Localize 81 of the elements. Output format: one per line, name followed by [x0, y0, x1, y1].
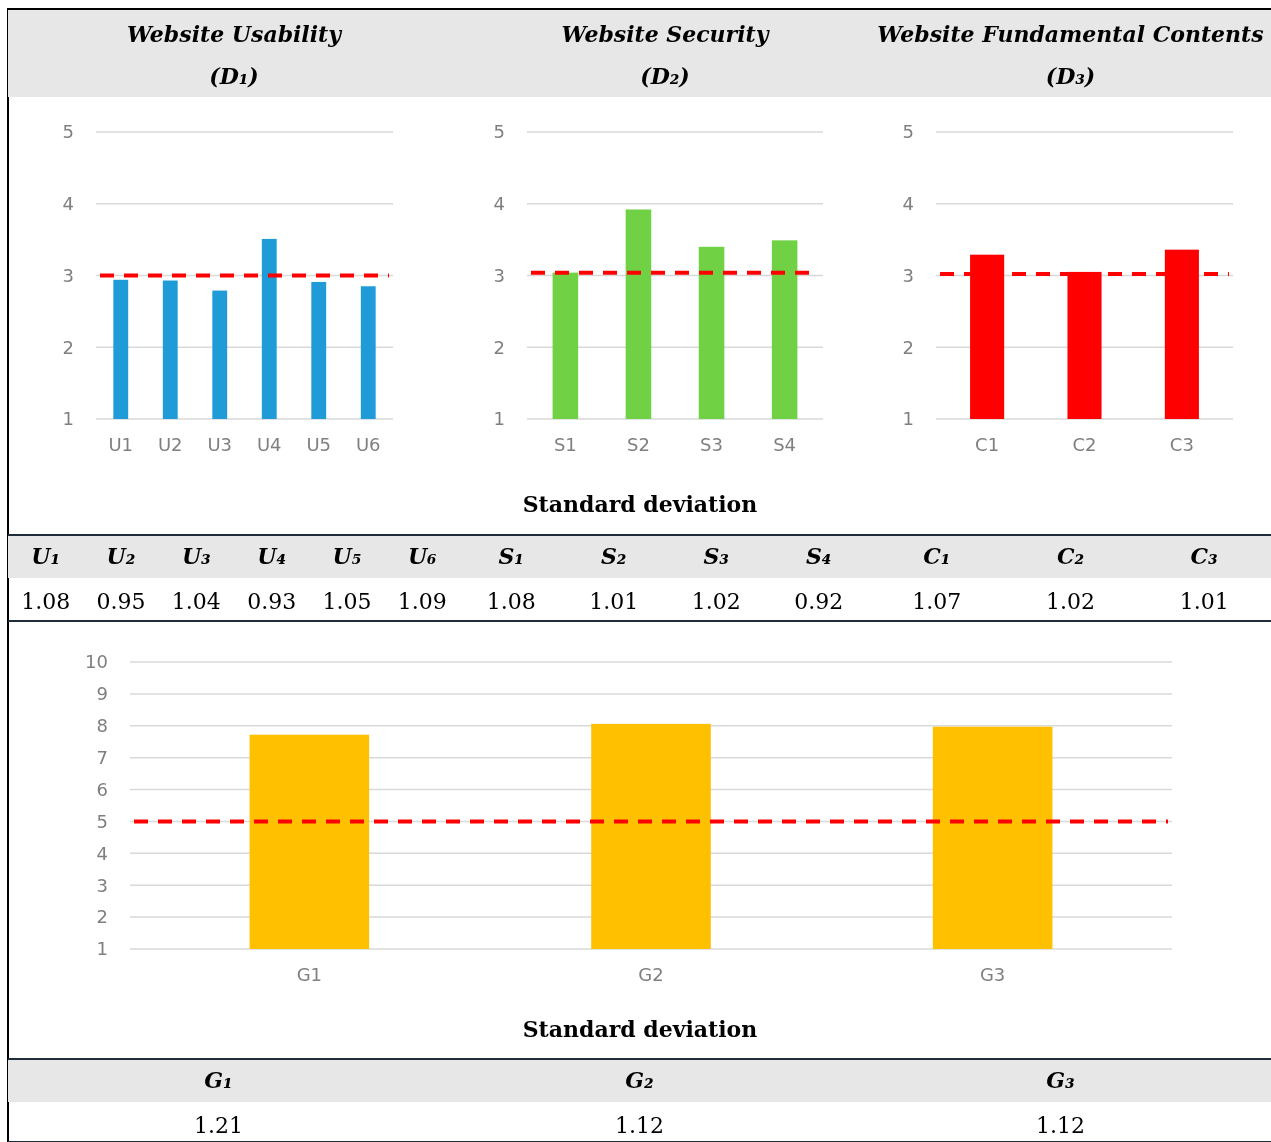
x-tick-label: G2: [638, 964, 664, 985]
data-label: 1.01: [1179, 588, 1229, 614]
data-label: 0.93: [247, 588, 297, 614]
chart-title: Website Usability: [126, 21, 344, 47]
y-tick-label: 3: [902, 264, 914, 286]
y-tick-label: 2: [902, 336, 914, 358]
x-tick-label: C3: [1169, 434, 1194, 455]
category-label: S₁: [498, 543, 525, 570]
category-label: G₁: [204, 1067, 233, 1094]
data-label: 1.07: [912, 588, 962, 614]
x-tick-label: U3: [207, 434, 233, 455]
category-label: U₅: [332, 543, 362, 570]
category-label: U₂: [106, 543, 136, 570]
data-label: 1.21: [194, 1112, 243, 1138]
x-tick-label: S2: [627, 434, 650, 455]
y-tick-label: 10: [85, 651, 108, 673]
x-tick-label: U6: [355, 434, 381, 455]
y-tick-label: 2: [493, 336, 505, 358]
y-tick-label: 4: [62, 193, 74, 215]
chart-title: Website Security: [561, 21, 771, 47]
x-tick-label: C1: [975, 434, 1000, 455]
y-tick-label: 9: [96, 683, 108, 705]
x-tick-label: G3: [979, 964, 1006, 985]
category-label: C₂: [1056, 543, 1085, 570]
data-label: 1.02: [691, 588, 741, 614]
data-label: 0.95: [96, 588, 146, 614]
y-tick-label: 1: [902, 408, 914, 430]
data-label: 1.08: [486, 588, 536, 614]
y-tick-label: 3: [493, 264, 505, 286]
y-tick-label: 5: [96, 810, 108, 832]
x-tick-label: S1: [553, 434, 577, 455]
x-tick-label: C2: [1072, 434, 1097, 455]
category-label: G₃: [1046, 1067, 1076, 1094]
x-tick-label: S4: [773, 434, 797, 455]
category-label: U₆: [407, 543, 437, 570]
y-tick-label: 4: [96, 842, 108, 864]
chart-title: Website Fundamental Contents: [877, 21, 1264, 47]
data-label: 1.12: [1036, 1112, 1085, 1138]
data-label: 1.09: [397, 588, 447, 614]
y-tick-label: 1: [62, 408, 74, 430]
data-label: 1.05: [322, 588, 372, 614]
y-tick-label: 1: [493, 408, 505, 430]
category-label: U₁: [31, 543, 61, 570]
data-label: 0.92: [794, 588, 844, 614]
data-label: 1.12: [615, 1112, 664, 1138]
y-tick-label: 5: [62, 121, 74, 143]
data-label: 1.08: [21, 588, 71, 614]
chart-subtitle: (D₃): [1045, 63, 1096, 89]
data-label: 1.01: [589, 588, 639, 614]
y-tick-label: 3: [96, 874, 108, 896]
x-tick-label: U2: [157, 434, 183, 455]
x-tick-label: U4: [256, 434, 282, 455]
y-tick-label: 3: [62, 264, 74, 286]
y-tick-label: 7: [96, 746, 108, 768]
y-tick-label: 5: [493, 121, 505, 143]
text: Standard deviation: [522, 491, 758, 517]
text: Standard deviation: [522, 1016, 758, 1042]
category-label: S₂: [600, 543, 627, 570]
x-tick-label: U1: [108, 434, 134, 455]
x-tick-label: U5: [306, 434, 332, 455]
y-tick-label: 4: [493, 193, 505, 215]
y-tick-label: 8: [96, 715, 108, 737]
y-tick-label: 2: [96, 906, 108, 928]
category-label: S₄: [805, 543, 832, 570]
y-tick-label: 1: [96, 938, 108, 960]
x-tick-label: S3: [700, 434, 723, 455]
y-tick-label: 5: [902, 121, 914, 143]
category-label: C₃: [1190, 543, 1219, 570]
category-label: C₁: [923, 543, 951, 570]
y-tick-label: 6: [96, 778, 108, 800]
category-label: G₂: [625, 1067, 654, 1094]
category-label: U₃: [181, 543, 212, 570]
y-tick-label: 4: [902, 193, 914, 215]
data-label: 1.04: [171, 588, 221, 614]
x-tick-label: G1: [296, 964, 323, 985]
category-label: S₃: [703, 543, 730, 570]
chart-subtitle: (D₁): [209, 63, 259, 89]
data-label: 1.02: [1046, 588, 1095, 614]
category-label: U₄: [257, 543, 287, 570]
chart-subtitle: (D₂): [640, 63, 690, 89]
y-tick-label: 2: [62, 336, 74, 358]
